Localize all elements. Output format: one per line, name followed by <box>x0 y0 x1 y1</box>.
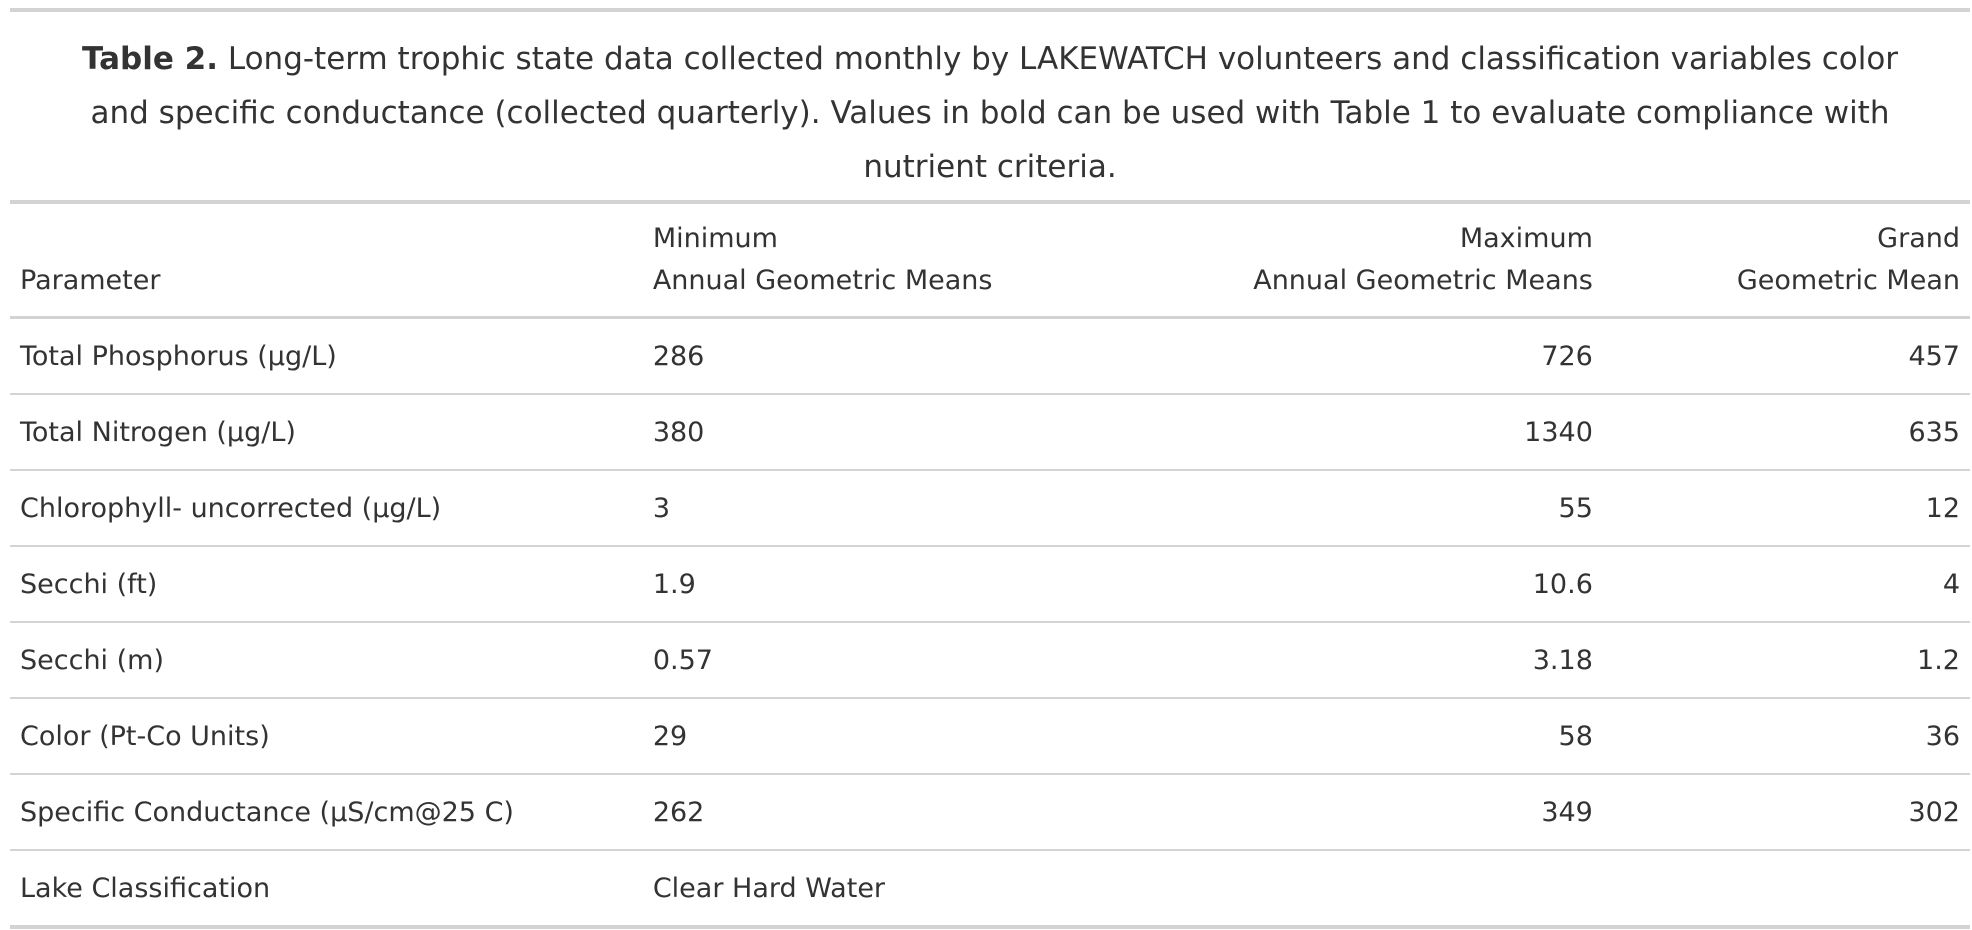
col-header-minimum-line1: Minimum <box>652 223 778 254</box>
col-header-grand-line1: Grand <box>1877 223 1960 254</box>
cell-grand: 12 <box>1602 470 1970 547</box>
col-header-grand: Grand Geometric Mean <box>1602 204 1970 319</box>
cell-parameter: Lake Classification <box>10 850 643 929</box>
caption-text: Long-term trophic state data collected m… <box>90 41 1899 185</box>
cell-grand: 302 <box>1602 774 1970 851</box>
cell-grand: 36 <box>1602 698 1970 775</box>
header-rule <box>10 200 1970 204</box>
cell-minimum: Clear Hard Water <box>642 850 1199 929</box>
col-header-maximum: Maximum Annual Geometric Means <box>1198 204 1603 319</box>
cell-maximum: 10.6 <box>1198 546 1603 623</box>
table-row: Chlorophyll- uncorrected (µg/L) 3 55 12 <box>10 470 1970 547</box>
cell-maximum: 726 <box>1198 317 1603 395</box>
table-container: Table 2. Long-term trophic state data co… <box>10 8 1970 929</box>
cell-parameter: Secchi (m) <box>10 622 643 699</box>
cell-grand: 457 <box>1602 317 1970 395</box>
table-row: Secchi (ft) 1.9 10.6 4 <box>10 546 1970 623</box>
cell-maximum: 58 <box>1198 698 1603 775</box>
cell-parameter: Specific Conductance (µS/cm@25 C) <box>10 774 643 851</box>
cell-maximum: 349 <box>1198 774 1603 851</box>
cell-minimum: 380 <box>642 394 1199 471</box>
cell-grand: 1.2 <box>1602 622 1970 699</box>
cell-parameter: Chlorophyll- uncorrected (µg/L) <box>10 470 643 547</box>
table-row: Color (Pt-Co Units) 29 58 36 <box>10 698 1970 775</box>
cell-grand: 635 <box>1602 394 1970 471</box>
col-header-minimum-line2: Annual Geometric Means <box>652 265 993 296</box>
table-row: Secchi (m) 0.57 3.18 1.2 <box>10 622 1970 699</box>
col-header-minimum: Minimum Annual Geometric Means <box>642 204 1199 319</box>
col-header-parameter-label: Parameter <box>20 265 161 296</box>
caption-label: Table 2. <box>81 41 218 77</box>
header-row: Parameter Minimum Annual Geometric Means… <box>10 204 1970 319</box>
col-header-parameter: Parameter <box>10 204 643 319</box>
col-header-grand-line2: Geometric Mean <box>1736 265 1960 296</box>
cell-minimum: 0.57 <box>642 622 1199 699</box>
col-header-maximum-line2: Annual Geometric Means <box>1253 265 1593 296</box>
cell-parameter: Total Phosphorus (µg/L) <box>10 317 643 395</box>
cell-minimum: 1.9 <box>642 546 1199 623</box>
cell-minimum: 29 <box>642 698 1199 775</box>
col-header-maximum-line1: Maximum <box>1459 223 1593 254</box>
top-rule <box>10 8 1970 12</box>
cell-minimum: 286 <box>642 317 1199 395</box>
table-row: Total Nitrogen (µg/L) 380 1340 635 <box>10 394 1970 471</box>
cell-grand <box>1602 850 1970 929</box>
cell-minimum: 262 <box>642 774 1199 851</box>
cell-parameter: Total Nitrogen (µg/L) <box>10 394 643 471</box>
table-row: Total Phosphorus (µg/L) 286 726 457 <box>10 317 1970 395</box>
table-row: Specific Conductance (µS/cm@25 C) 262 34… <box>10 774 1970 851</box>
table-caption: Table 2. Long-term trophic state data co… <box>10 12 1970 200</box>
cell-maximum: 1340 <box>1198 394 1603 471</box>
table-row: Lake Classification Clear Hard Water <box>10 850 1970 929</box>
cell-maximum <box>1198 850 1603 929</box>
cell-grand: 4 <box>1602 546 1970 623</box>
cell-maximum: 55 <box>1198 470 1603 547</box>
data-table: Parameter Minimum Annual Geometric Means… <box>10 204 1970 929</box>
cell-minimum: 3 <box>642 470 1199 547</box>
cell-parameter: Secchi (ft) <box>10 546 643 623</box>
cell-parameter: Color (Pt-Co Units) <box>10 698 643 775</box>
cell-maximum: 3.18 <box>1198 622 1603 699</box>
